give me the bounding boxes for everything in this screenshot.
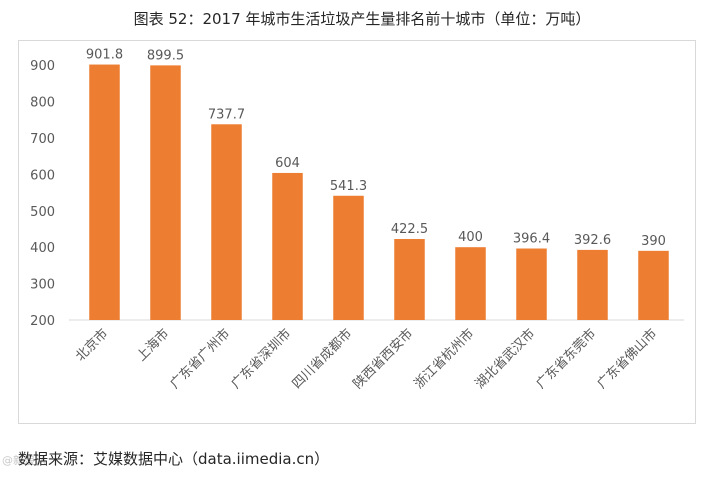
y-tick-label: 500 — [30, 205, 55, 220]
data-label: 392.6 — [574, 233, 611, 248]
data-label: 541.3 — [330, 179, 367, 194]
bar-chart: 200 300 400 500 600 700 800 900 901.8 北京市 899.5 上海市… — [30, 48, 684, 392]
bar — [516, 248, 547, 320]
x-tick-label: 浙江省杭州市 — [411, 326, 477, 392]
bar — [394, 239, 425, 320]
y-tick-label: 800 — [30, 96, 55, 111]
chart-title: 图表 52：2017 年城市生活垃圾产生量排名前十城市（单位：万吨） — [133, 10, 591, 28]
x-tick-label: 北京市 — [72, 326, 111, 365]
data-label: 396.4 — [513, 232, 550, 247]
data-label: 737.7 — [208, 107, 245, 122]
y-tick-label: 400 — [30, 241, 55, 256]
source-note: 数据来源：艾媒数据中心（data.iimedia.cn） — [18, 450, 330, 468]
bar — [211, 124, 242, 321]
x-tick-label: 陕西省西安市 — [350, 326, 416, 392]
chart-frame: 200 300 400 500 600 700 800 900 901.8 北京市 899.5 上海市… — [18, 40, 696, 424]
watermark: @新浪网 — [2, 454, 46, 467]
x-tick-label: 湖北省武汉市 — [472, 326, 538, 392]
y-tick-label: 200 — [30, 314, 55, 329]
y-tick-label: 600 — [30, 168, 55, 183]
data-label: 899.5 — [147, 48, 184, 63]
x-tick-label: 广东省佛山市 — [594, 326, 660, 392]
bar — [150, 65, 181, 320]
x-tick-label: 上海市 — [133, 326, 172, 365]
bar — [577, 249, 608, 320]
y-tick-label: 700 — [30, 132, 55, 147]
x-tick-label: 广东省广州市 — [167, 326, 233, 392]
bar — [89, 64, 120, 320]
x-tick-label: 广东省深圳市 — [228, 326, 294, 392]
y-tick-label: 300 — [30, 278, 55, 293]
y-tick-label: 900 — [30, 59, 55, 74]
data-label: 422.5 — [391, 222, 428, 237]
bar — [333, 195, 364, 320]
x-tick-label: 四川省成都市 — [289, 326, 355, 392]
data-label: 390 — [641, 234, 666, 249]
data-label: 400 — [458, 230, 483, 245]
data-label: 604 — [275, 156, 300, 171]
bar — [272, 172, 303, 320]
data-label: 901.8 — [86, 48, 123, 63]
x-tick-label: 广东省东莞市 — [533, 326, 599, 392]
bar — [455, 247, 486, 320]
bar — [638, 250, 669, 320]
